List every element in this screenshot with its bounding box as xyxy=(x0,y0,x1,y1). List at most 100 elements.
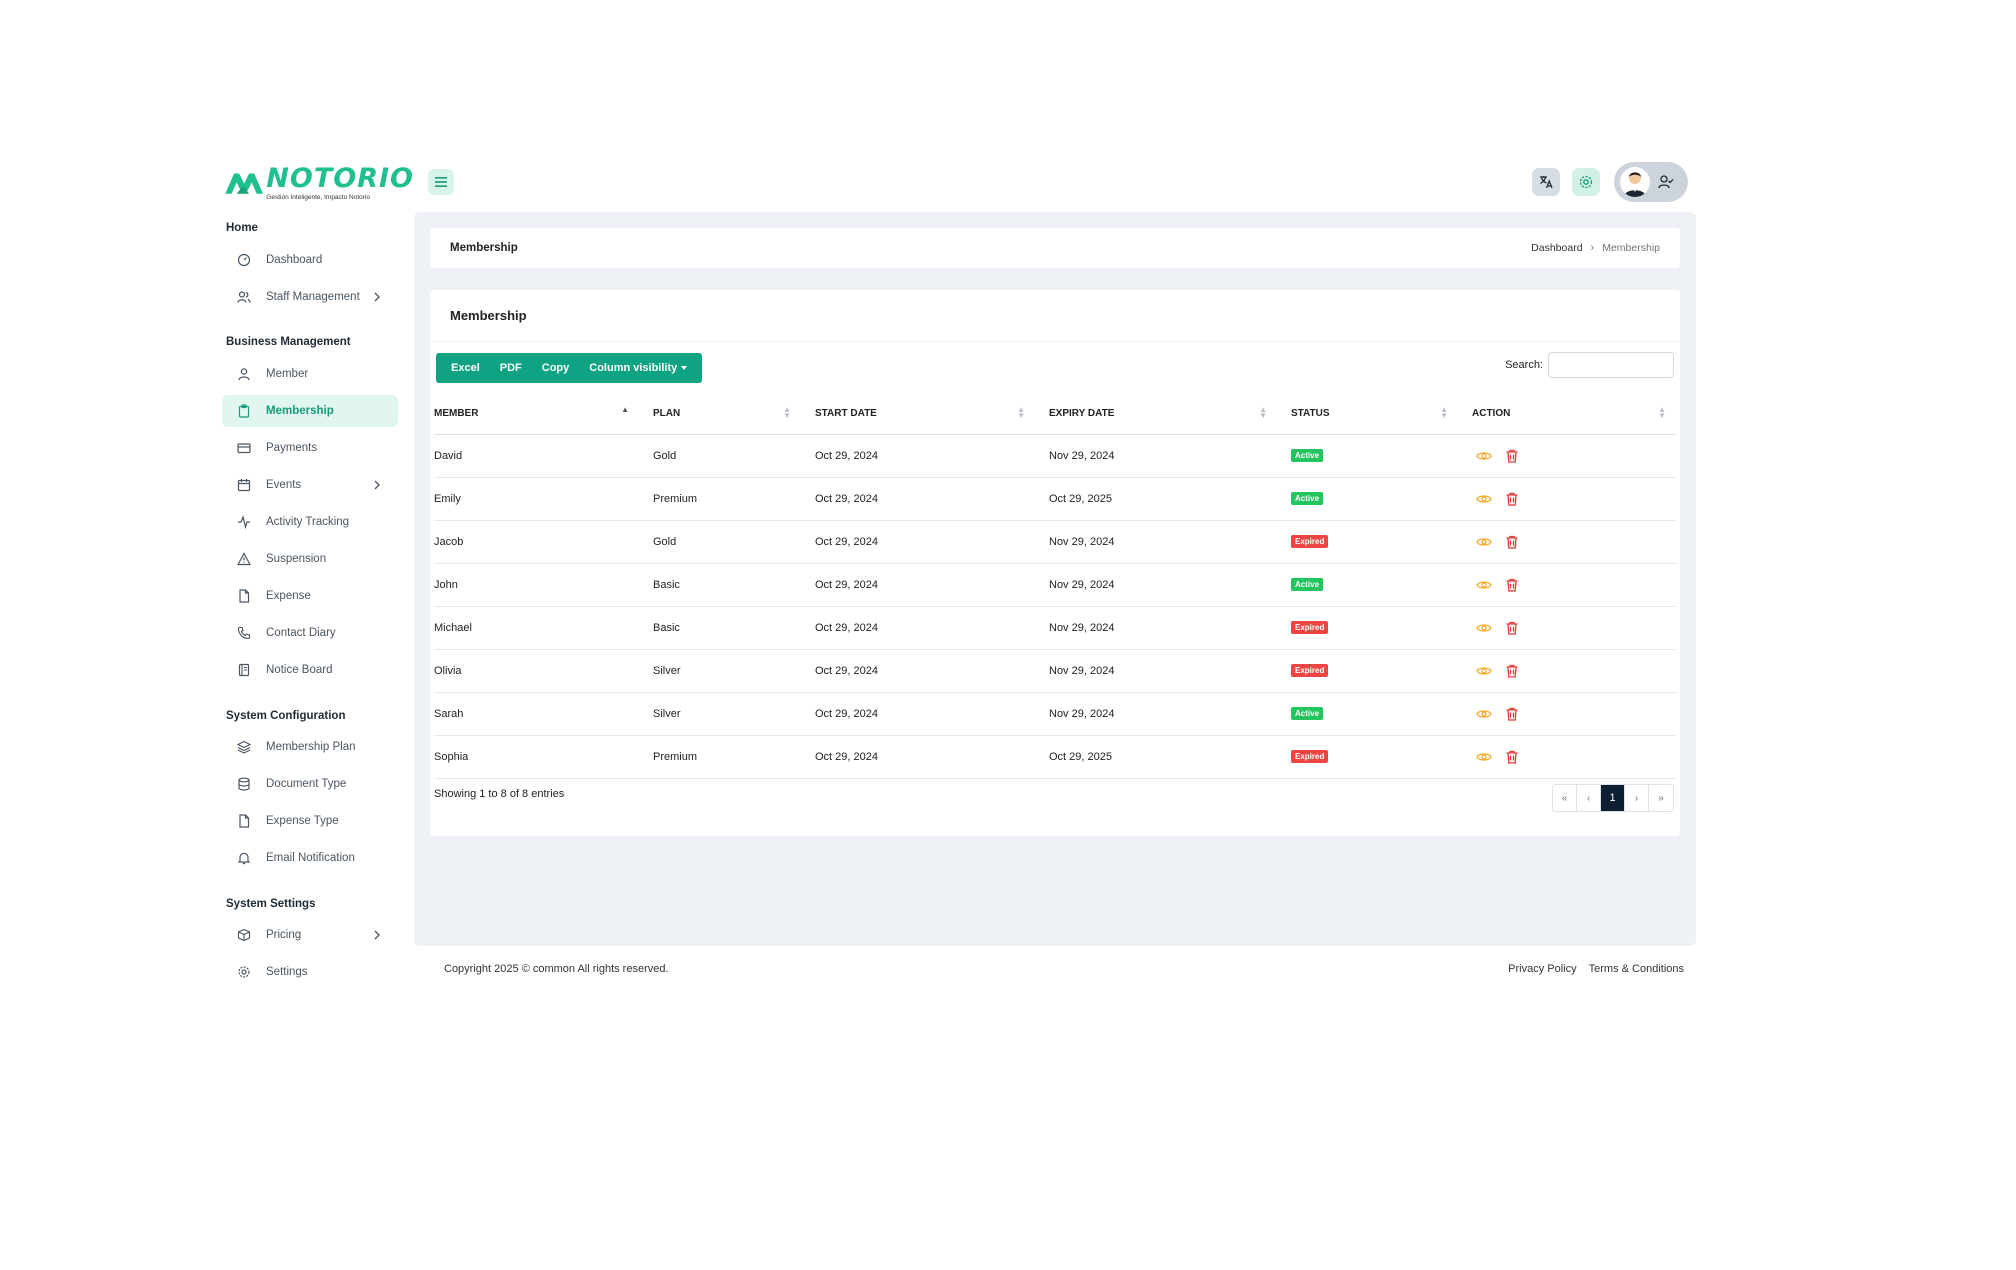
view-button[interactable] xyxy=(1476,534,1492,550)
footer-copyright: Copyright 2025 © common All rights reser… xyxy=(444,963,669,975)
cell-start-date: Oct 29, 2024 xyxy=(801,563,1035,607)
column-header-action[interactable]: ACTION ▲ ▼ xyxy=(1458,394,1676,435)
trash-icon xyxy=(1506,578,1518,592)
view-button[interactable] xyxy=(1476,620,1492,636)
delete-button[interactable] xyxy=(1504,620,1520,636)
settings-button[interactable] xyxy=(1572,168,1600,196)
prev-page-button[interactable]: ‹ xyxy=(1577,785,1601,811)
sidebar-item-label: Settings xyxy=(266,966,308,978)
sidebar-item-expense-type[interactable]: Expense Type xyxy=(222,805,398,837)
cell-member: Olivia xyxy=(434,649,639,693)
user-icon xyxy=(236,366,252,382)
trash-icon xyxy=(1506,449,1518,463)
cell-plan: Gold xyxy=(639,434,801,478)
sidebar-item-staff-management[interactable]: Staff Management xyxy=(222,281,398,313)
column-visibility-label: Column visibility xyxy=(589,362,678,374)
delete-button[interactable] xyxy=(1504,749,1520,765)
sidebar-item-label: Email Notification xyxy=(266,852,355,864)
column-header-member[interactable]: MEMBER ▲ xyxy=(434,394,639,435)
language-button[interactable] xyxy=(1532,168,1560,196)
cell-status: Active xyxy=(1277,563,1458,607)
column-header-expiry-date[interactable]: EXPIRY DATE ▲ ▼ xyxy=(1035,394,1277,435)
table-row: Olivia Silver Oct 29, 2024 Nov 29, 2024 Expi… xyxy=(434,649,1676,693)
view-button[interactable] xyxy=(1476,749,1492,765)
delete-button[interactable] xyxy=(1504,577,1520,593)
last-page-button[interactable]: » xyxy=(1658,792,1664,804)
sort-icon: ▲ ▼ xyxy=(1658,405,1666,420)
privacy-policy-link[interactable]: Privacy Policy xyxy=(1508,963,1577,975)
sidebar-item-dashboard[interactable]: Dashboard xyxy=(222,244,398,276)
delete-button[interactable] xyxy=(1504,706,1520,722)
sidebar-item-settings[interactable]: Settings xyxy=(222,956,398,988)
column-header-status[interactable]: STATUS ▲ ▼ xyxy=(1277,394,1458,435)
status-badge: Active xyxy=(1291,449,1324,462)
menu-toggle-button[interactable] xyxy=(428,169,454,195)
status-badge: Active xyxy=(1291,492,1324,505)
cell-expiry-date: Oct 29, 2025 xyxy=(1035,477,1277,521)
cell-action xyxy=(1458,606,1676,650)
column-header-label: MEMBER xyxy=(434,408,479,420)
breadcrumb-dashboard-link[interactable]: Dashboard xyxy=(1531,242,1583,254)
eye-icon xyxy=(1476,752,1492,761)
view-button[interactable] xyxy=(1476,663,1492,679)
sidebar-item-activity-tracking[interactable]: Activity Tracking xyxy=(222,506,398,538)
column-header-label: STATUS xyxy=(1291,408,1330,420)
column-header-plan[interactable]: PLAN ▲ ▼ xyxy=(639,394,801,435)
status-badge: Expired xyxy=(1291,621,1329,634)
next-page-button[interactable]: › xyxy=(1625,785,1649,811)
notebook-icon xyxy=(236,662,252,678)
column-visibility-button[interactable]: Column visibility xyxy=(582,353,694,383)
table-row: Emily Premium Oct 29, 2024 Oct 29, 2025 Acti… xyxy=(434,477,1676,521)
chevron-right-icon xyxy=(374,930,380,940)
brand-logo[interactable]: NOTORIO Gestión Inteligente, Impacto Not… xyxy=(224,162,414,204)
sort-icon: ▲ ▼ xyxy=(1440,405,1448,420)
warning-icon xyxy=(236,551,252,567)
sidebar-item-email-notification[interactable]: Email Notification xyxy=(222,842,398,874)
column-header-start-date[interactable]: START DATE ▲ ▼ xyxy=(801,394,1035,435)
search-input[interactable] xyxy=(1548,352,1674,378)
delete-button[interactable] xyxy=(1504,534,1520,550)
sidebar-item-contact-diary[interactable]: Contact Diary xyxy=(222,617,398,649)
membership-card: Membership Excel PDF Copy Column visibil… xyxy=(430,290,1680,836)
view-button[interactable] xyxy=(1476,577,1492,593)
first-page-button[interactable]: « xyxy=(1553,785,1577,811)
page-1-button[interactable]: 1 xyxy=(1601,785,1625,811)
section-title-home: Home xyxy=(226,222,258,234)
profile-menu[interactable] xyxy=(1614,162,1688,202)
cell-action xyxy=(1458,735,1676,779)
pdf-button[interactable]: PDF xyxy=(499,362,522,374)
delete-button[interactable] xyxy=(1504,448,1520,464)
terms-link[interactable]: Terms & Conditions xyxy=(1588,963,1684,975)
sidebar-item-notice-board[interactable]: Notice Board xyxy=(222,654,398,686)
gear-icon xyxy=(236,964,252,980)
excel-button[interactable]: Excel xyxy=(451,362,480,374)
sidebar-item-label: Activity Tracking xyxy=(266,516,350,528)
breadcrumb-separator-icon: › xyxy=(1590,242,1595,254)
sidebar-item-label: Membership Plan xyxy=(266,741,356,753)
sidebar-item-membership[interactable]: Membership xyxy=(222,395,398,427)
view-button[interactable] xyxy=(1476,706,1492,722)
cell-status: Active xyxy=(1277,692,1458,736)
sidebar-item-document-type[interactable]: Document Type xyxy=(222,768,398,800)
sidebar-item-membership-plan[interactable]: Membership Plan xyxy=(222,731,398,763)
cell-expiry-date: Oct 29, 2025 xyxy=(1035,735,1277,779)
cell-start-date: Oct 29, 2024 xyxy=(801,520,1035,564)
breadcrumb-current: Membership xyxy=(1602,242,1660,254)
cell-member: John xyxy=(434,563,639,607)
sidebar-item-suspension[interactable]: Suspension xyxy=(222,543,398,575)
users-icon xyxy=(236,289,252,305)
cell-action xyxy=(1458,692,1676,736)
sidebar-item-label: Notice Board xyxy=(266,664,333,676)
delete-button[interactable] xyxy=(1504,663,1520,679)
sidebar-item-payments[interactable]: Payments xyxy=(222,432,398,464)
view-button[interactable] xyxy=(1476,448,1492,464)
sidebar-item-pricing[interactable]: Pricing xyxy=(222,919,398,951)
delete-button[interactable] xyxy=(1504,491,1520,507)
sidebar-item-member[interactable]: Member xyxy=(222,358,398,390)
sidebar-item-events[interactable]: Events xyxy=(222,469,398,501)
view-button[interactable] xyxy=(1476,491,1492,507)
database-icon xyxy=(236,776,252,792)
search-area: Search: xyxy=(1505,352,1674,378)
sidebar-item-expense[interactable]: Expense xyxy=(222,580,398,612)
copy-button[interactable]: Copy xyxy=(541,362,570,374)
